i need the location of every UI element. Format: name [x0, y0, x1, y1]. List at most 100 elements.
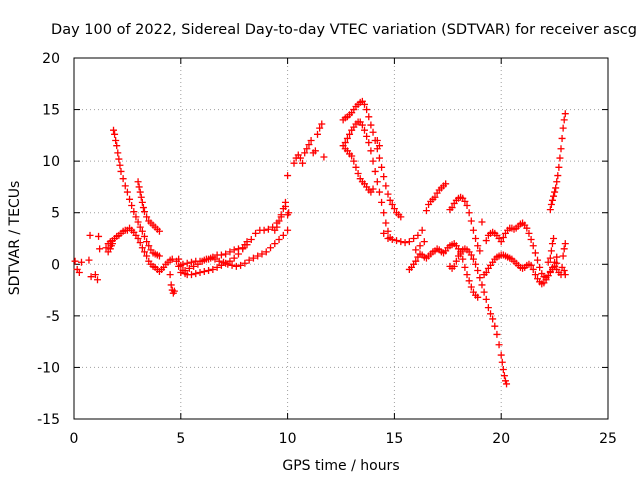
data-point-3-2 — [136, 188, 144, 196]
data-point-6-25 — [284, 226, 292, 234]
data-point-15-31 — [546, 268, 554, 276]
data-point-2-13 — [121, 182, 129, 190]
data-point-5-10 — [217, 251, 225, 259]
data-point-4-1 — [167, 281, 175, 289]
data-point-1-15 — [134, 235, 142, 242]
y-tick-label-1: -10 — [37, 360, 60, 376]
data-point-11-1 — [416, 242, 424, 250]
data-point-10-13 — [369, 185, 377, 193]
data-point-6-3 — [190, 262, 198, 270]
data-point-7-19 — [311, 147, 319, 155]
data-point-11-27 — [476, 247, 484, 255]
series-track-a — [71, 231, 104, 284]
data-point-16-11 — [560, 245, 568, 253]
data-point-15-30 — [544, 272, 552, 280]
data-point-5-2 — [183, 259, 191, 267]
data-point-6-11 — [224, 260, 232, 268]
data-point-6-15 — [241, 259, 249, 267]
data-point-16-3 — [548, 240, 556, 248]
data-point-15-23 — [529, 265, 537, 273]
data-point-5-12 — [226, 248, 234, 256]
data-point-6-21 — [267, 244, 275, 252]
data-point-2-9 — [115, 155, 123, 163]
data-point-16-4 — [550, 235, 558, 242]
data-point-7-17 — [307, 137, 315, 145]
series-track-l — [412, 180, 484, 255]
x-tick-label-4: 20 — [492, 431, 510, 447]
data-point-13-26 — [499, 365, 507, 373]
data-point-10-22 — [405, 238, 413, 246]
data-point-14-24 — [531, 249, 539, 257]
data-point-8-11 — [363, 106, 371, 114]
data-point-3-0 — [134, 178, 142, 186]
data-point-8-21 — [384, 190, 392, 198]
data-point-3-6 — [140, 208, 148, 216]
data-point-1-16 — [136, 239, 144, 247]
data-point-6-1 — [181, 266, 189, 274]
series-track-h — [271, 120, 328, 234]
data-point-6-9 — [215, 257, 223, 265]
data-point-5-1 — [179, 260, 187, 268]
data-point-3-4 — [138, 198, 146, 206]
data-point-13-4 — [454, 252, 462, 260]
series-track-f — [175, 203, 289, 270]
data-point-2-19 — [134, 218, 142, 226]
data-point-6-2 — [185, 264, 193, 272]
data-point-17-12 — [559, 124, 567, 132]
x-tick-label-0: 0 — [70, 431, 79, 447]
data-point-3-1 — [135, 183, 143, 191]
series-track-m — [405, 240, 482, 301]
data-point-6-22 — [271, 240, 279, 248]
data-point-10-25 — [418, 226, 426, 234]
data-point-0-10 — [96, 245, 104, 253]
data-point-2-29 — [155, 252, 163, 260]
data-point-13-13 — [474, 266, 482, 274]
data-point-2-4 — [110, 126, 118, 134]
data-point-14-23 — [529, 242, 537, 250]
data-point-4-6 — [175, 255, 183, 263]
data-point-11-7 — [431, 193, 439, 201]
x-tick-label-1: 5 — [176, 431, 185, 447]
data-point-9-19 — [380, 209, 388, 217]
series-track-n — [446, 245, 511, 388]
data-point-8-20 — [382, 182, 390, 190]
data-point-2-20 — [136, 223, 144, 231]
data-point-14-0 — [478, 218, 486, 226]
data-point-7-16 — [305, 141, 313, 149]
data-point-2-23 — [143, 238, 151, 246]
series-track-k — [341, 137, 426, 247]
data-point-13-15 — [478, 281, 486, 289]
data-point-4-15 — [205, 266, 213, 274]
data-point-7-23 — [320, 153, 328, 161]
y-tick-label-7: 20 — [42, 51, 60, 67]
data-point-8-13 — [367, 121, 375, 129]
x-tick-label-5: 25 — [599, 431, 617, 447]
series-track-i — [339, 97, 405, 221]
data-point-10-18 — [388, 236, 396, 244]
chart-title: Day 100 of 2022, Sidereal Day-to-day VTE… — [51, 22, 637, 38]
data-point-0-0 — [71, 257, 79, 265]
data-points — [71, 97, 569, 388]
data-point-4-12 — [192, 270, 200, 278]
data-point-11-3 — [422, 207, 430, 215]
data-point-2-3 — [108, 240, 116, 248]
data-point-13-10 — [467, 251, 475, 259]
data-point-6-20 — [262, 248, 270, 256]
data-point-2-6 — [112, 137, 120, 145]
data-point-9-15 — [371, 167, 379, 175]
data-point-9-14 — [369, 157, 377, 165]
data-point-13-16 — [480, 288, 488, 296]
data-point-6-7 — [207, 254, 215, 262]
data-point-8-10 — [360, 100, 368, 108]
data-point-14-22 — [527, 236, 535, 244]
data-point-10-16 — [380, 229, 388, 237]
data-point-4-4 — [170, 287, 178, 295]
data-point-13-19 — [487, 310, 495, 318]
data-point-10-21 — [401, 239, 409, 247]
data-point-7-21 — [316, 124, 324, 132]
data-point-2-18 — [132, 213, 140, 221]
data-point-13-20 — [489, 315, 497, 323]
data-point-13-24 — [497, 351, 505, 359]
series-track-g — [177, 226, 292, 277]
data-point-9-2 — [343, 134, 351, 142]
